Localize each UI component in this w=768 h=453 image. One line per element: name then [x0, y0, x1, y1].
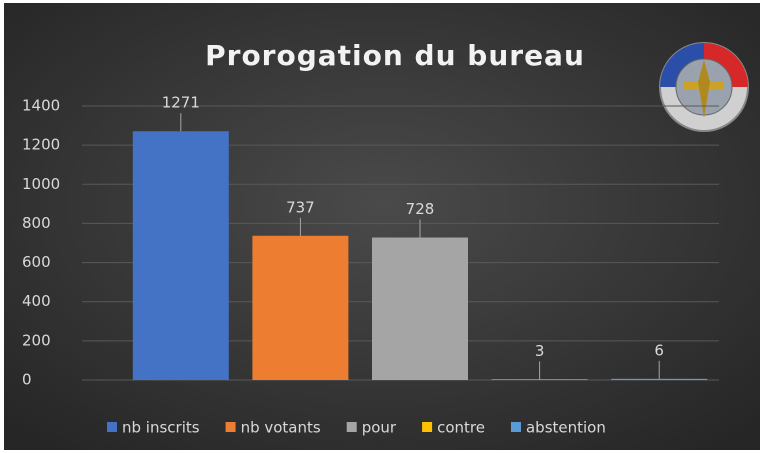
- legend-label: nb inscrits: [122, 419, 200, 437]
- legend-swatch: [346, 422, 357, 432]
- bar: [132, 131, 229, 380]
- logo: [659, 42, 749, 132]
- bar: [491, 379, 588, 380]
- legend-swatch: [107, 422, 117, 432]
- y-tick-label: 1200: [22, 136, 60, 154]
- legend-label: pour: [362, 419, 397, 437]
- chart-title: Prorogation du bureau: [205, 39, 585, 72]
- legend-label: nb votants: [241, 419, 321, 437]
- legend-label: abstention: [526, 419, 606, 437]
- y-tick-label: 400: [22, 292, 51, 310]
- data-label: 6: [654, 341, 664, 359]
- legend-swatch: [510, 422, 521, 432]
- bar: [252, 235, 349, 380]
- y-tick-label: 1400: [22, 97, 60, 115]
- legend-label: contre: [437, 419, 485, 437]
- data-label: 1271: [162, 94, 200, 112]
- data-label: 728: [406, 200, 435, 218]
- legend-swatch: [422, 422, 433, 432]
- bar: [372, 237, 468, 380]
- data-label: 737: [286, 198, 315, 216]
- y-tick-label: 1000: [22, 175, 60, 193]
- y-tick-label: 0: [22, 371, 32, 389]
- legend-swatch: [225, 422, 236, 432]
- data-label: 3: [535, 342, 545, 360]
- y-tick-label: 200: [22, 331, 51, 349]
- bar: [611, 378, 708, 380]
- y-tick-label: 800: [22, 214, 51, 232]
- y-tick-label: 600: [22, 253, 51, 271]
